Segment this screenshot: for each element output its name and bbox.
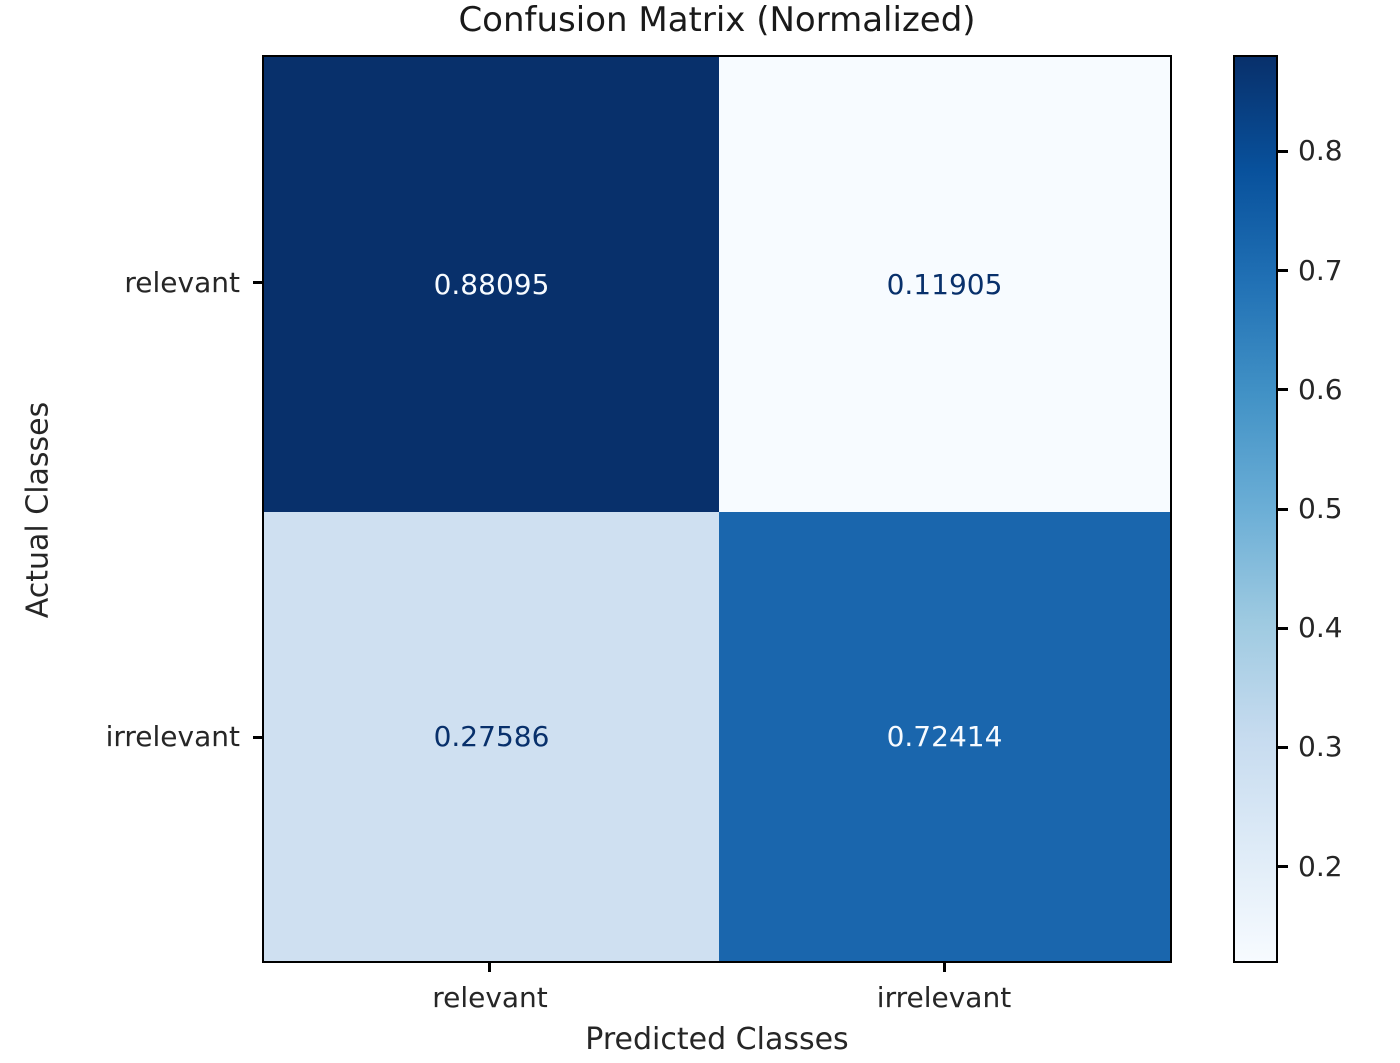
xtick-mark-relevant [488, 963, 491, 972]
colorbar-tick-label: 0.6 [1298, 370, 1343, 410]
colorbar-tick-mark [1278, 627, 1288, 630]
colorbar-tick-mark [1278, 508, 1288, 511]
colorbar-tick-label: 0.5 [1298, 489, 1343, 529]
x-axis-label: Predicted Classes [262, 1022, 1172, 1057]
ytick-label-relevant: relevant [20, 263, 240, 303]
colorbar-tick-mark [1278, 388, 1288, 391]
heatmap-grid: 0.88095 0.11905 0.27586 0.72414 [262, 55, 1172, 963]
ytick-mark-irrelevant [253, 736, 262, 739]
colorbar-tick-mark [1278, 150, 1288, 153]
heatmap-cell-irrelevant-irrelevant: 0.72414 [719, 512, 1170, 961]
colorbar [1233, 55, 1278, 963]
heatmap-cell-relevant-relevant: 0.88095 [264, 57, 719, 512]
ytick-mark-relevant [253, 281, 262, 284]
confusion-matrix-figure: Confusion Matrix (Normalized) 0.88095 0.… [0, 0, 1400, 1063]
colorbar-tick-label: 0.8 [1298, 131, 1343, 171]
xtick-label-irrelevant: irrelevant [794, 978, 1094, 1018]
xtick-mark-irrelevant [943, 963, 946, 972]
xtick-label-relevant: relevant [340, 978, 640, 1018]
heatmap-cell-relevant-irrelevant: 0.11905 [719, 57, 1170, 512]
chart-title: Confusion Matrix (Normalized) [262, 0, 1172, 40]
ytick-label-irrelevant: irrelevant [20, 717, 240, 757]
y-axis-label: Actual Classes [21, 402, 56, 619]
heatmap-cell-irrelevant-relevant: 0.27586 [264, 512, 719, 961]
colorbar-tick-mark [1278, 865, 1288, 868]
colorbar-tick-label: 0.7 [1298, 251, 1343, 291]
colorbar-tick-mark [1278, 269, 1288, 272]
colorbar-tick-label: 0.4 [1298, 608, 1343, 648]
colorbar-tick-label: 0.2 [1298, 847, 1343, 887]
colorbar-tick-label: 0.3 [1298, 727, 1343, 767]
colorbar-tick-mark [1278, 746, 1288, 749]
